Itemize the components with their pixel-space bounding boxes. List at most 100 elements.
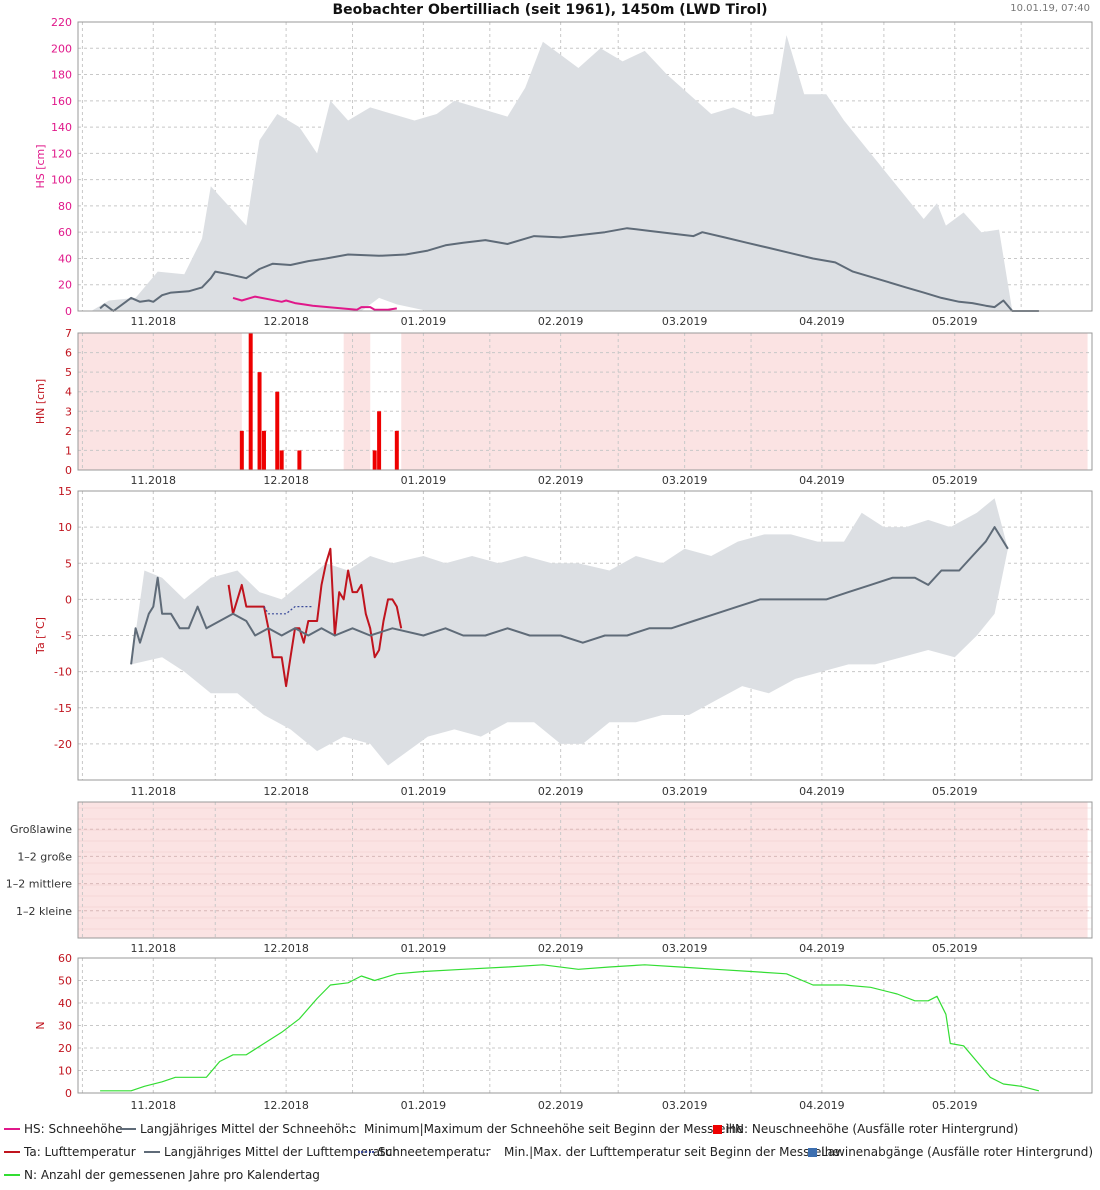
y-category-label: Großlawine [10, 823, 72, 836]
month-tick-label: 02.2019 [538, 1099, 584, 1112]
hn-bar [248, 333, 253, 470]
month-tick-label: 03.2019 [662, 315, 708, 328]
hn-bar [275, 391, 280, 470]
month-tick-label: 04.2019 [799, 785, 845, 798]
y-category-label: 1–2 große [17, 850, 72, 863]
month-tick-label: 03.2019 [662, 785, 708, 798]
y-tick-label: 5 [65, 557, 72, 570]
month-tick-label: 03.2019 [662, 1099, 708, 1112]
series-line [130, 526, 1009, 665]
hn-bar [261, 430, 266, 470]
month-tick-label: 02.2019 [538, 315, 584, 328]
timestamp: 10.01.19, 07:40 [1010, 3, 1090, 14]
chart-title: Beobachter Obertilliach (seit 1961), 145… [332, 2, 768, 18]
legend-swatch [484, 1151, 500, 1153]
y-tick-label: 30 [58, 1020, 72, 1033]
month-tick-label: 01.2019 [401, 1099, 447, 1112]
y-axis-title: HN [cm] [34, 379, 47, 424]
month-tick-label: 05.2019 [932, 474, 978, 487]
legend-item-hs: HS: Schneehöhe [4, 1122, 123, 1136]
y-tick-label: 10 [58, 1065, 72, 1078]
month-tick-label: 11.2018 [131, 1099, 177, 1112]
series-line [263, 605, 313, 615]
legend-swatch [358, 1151, 374, 1153]
month-tick-label: 05.2019 [932, 785, 978, 798]
legend-label: Langjähriges Mittel der Lufttemperatur [164, 1145, 398, 1159]
plot-frame [77, 957, 1093, 1094]
y-tick-label: -20 [54, 738, 72, 751]
legend-swatch [713, 1124, 722, 1134]
legend-swatch [4, 1128, 20, 1130]
y-tick-label: 180 [51, 69, 72, 82]
month-tick-label: 12.2018 [263, 474, 309, 487]
minmax-band [91, 35, 1022, 311]
month-tick-label: 04.2019 [799, 315, 845, 328]
legend-item-hs-mean: Langjähriges Mittel der Schneehöhe [120, 1122, 356, 1136]
y-tick-label: 120 [51, 147, 72, 160]
month-tick-label: 02.2019 [538, 474, 584, 487]
legend-swatch [344, 1128, 360, 1130]
y-tick-label: 0 [65, 305, 72, 318]
y-tick-label: 3 [65, 405, 72, 418]
series-line [99, 227, 1039, 312]
series-line [100, 964, 1040, 1092]
y-tick-label: 20 [58, 1042, 72, 1055]
plot-frame [77, 332, 1093, 471]
y-tick-label: 140 [51, 121, 72, 134]
y-tick-label: 10 [58, 521, 72, 534]
hn-bar [394, 430, 399, 470]
month-tick-label: 05.2019 [932, 1099, 978, 1112]
legend-swatch [120, 1128, 136, 1130]
month-tick-label: 04.2019 [799, 474, 845, 487]
month-tick-label: 05.2019 [932, 942, 978, 955]
series-line [227, 547, 403, 688]
y-tick-label: 0 [65, 464, 72, 477]
y-tick-label: -5 [61, 630, 72, 643]
legend-item-hn: HN: Neuschneehöhe (Ausfälle roter Hinter… [709, 1122, 1018, 1136]
month-tick-label: 01.2019 [401, 942, 447, 955]
month-tick-label: 12.2018 [263, 315, 309, 328]
series-line [232, 295, 397, 311]
legend-label: Langjähriges Mittel der Schneehöhe [140, 1122, 357, 1136]
missing-data-background [78, 333, 242, 470]
hn-bar [279, 450, 284, 470]
missing-data-background [78, 802, 1088, 938]
month-tick-label: 12.2018 [263, 1099, 309, 1112]
y-tick-label: 1 [65, 444, 72, 457]
month-tick-label: 02.2019 [538, 785, 584, 798]
y-tick-label: 40 [58, 252, 72, 265]
y-tick-label: 6 [65, 347, 72, 360]
month-tick-label: 01.2019 [401, 474, 447, 487]
legend-label: N: Anzahl der gemessenen Jahre pro Kalen… [24, 1168, 320, 1182]
legend: HS: Schneehöhe Langjähriges Mittel der S… [0, 1122, 1100, 1188]
month-tick-label: 02.2019 [538, 942, 584, 955]
y-tick-label: 20 [58, 279, 72, 292]
plot-frame [77, 490, 1093, 781]
y-tick-label: 100 [51, 174, 72, 187]
legend-label: Minimum|Maximum der Schneehöhe seit Begi… [364, 1122, 744, 1136]
month-tick-label: 01.2019 [401, 315, 447, 328]
y-tick-label: 40 [58, 997, 72, 1010]
month-tick-label: 12.2018 [263, 942, 309, 955]
y-axis-title: HS [cm] [34, 144, 47, 188]
legend-swatch [144, 1151, 160, 1153]
y-category-label: 1–2 mittlere [6, 878, 72, 891]
y-tick-label: 15 [58, 485, 72, 498]
legend-item-n: N: Anzahl der gemessenen Jahre pro Kalen… [4, 1168, 320, 1182]
legend-label: Min.|Max. der Lufttemperatur seit Beginn… [504, 1145, 840, 1159]
y-tick-label: 80 [58, 200, 72, 213]
legend-label: HS: Schneehöhe [24, 1122, 123, 1136]
charts-canvas: 11.2018 12.2018 01.2019 02.2019 03.2019 04.20… [6, 16, 1093, 1112]
plot-frame [77, 21, 1093, 312]
month-tick-label: 11.2018 [131, 315, 177, 328]
legend-item-ta-mean: Langjähriges Mittel der Lufttemperatur [144, 1145, 397, 1159]
hn-bar [297, 450, 302, 470]
y-tick-label: 4 [65, 386, 72, 399]
y-tick-label: 5 [65, 366, 72, 379]
legend-label: Lawinenabgänge (Ausfälle roter Hintergru… [821, 1145, 1094, 1159]
legend-label: Ta: Lufttemperatur [24, 1145, 136, 1159]
hn-bar [372, 450, 377, 470]
y-category-label: 1–2 kleine [16, 905, 72, 918]
legend-item-snowtemp: Schneetemperatur [358, 1145, 491, 1159]
month-tick-label: 11.2018 [131, 785, 177, 798]
